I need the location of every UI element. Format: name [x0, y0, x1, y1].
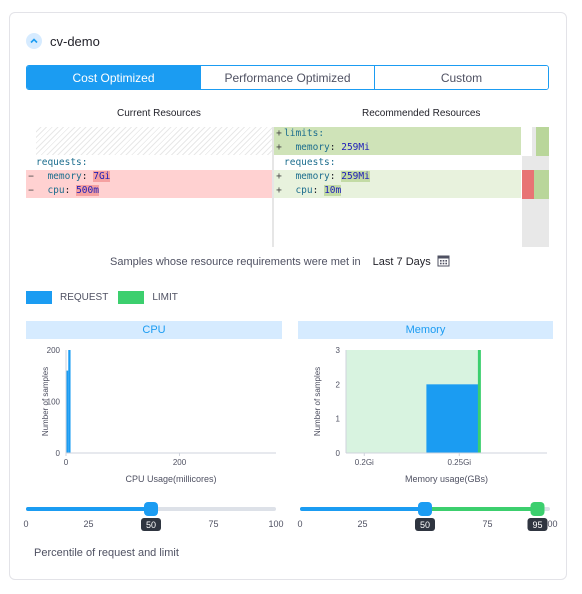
recommended-resources-title: Recommended Resources — [362, 108, 481, 119]
diff-line-added: + limits: — [274, 127, 521, 141]
memory-histogram: 0 1 2 3 0.2Gi 0.25Gi Memory usage(GBs) Number o… — [313, 346, 547, 484]
slider-tick-label: 0 — [23, 519, 28, 529]
x-tick-label: 0.25Gi — [448, 458, 472, 467]
samples-label: Samples whose resource requirements were… — [110, 256, 361, 268]
slider-tick-label: 100 — [268, 519, 283, 529]
current-resources-pane: requests: − memory: 7Gi − cpu: 500m — [26, 127, 272, 247]
slider-handle-request — [418, 502, 432, 516]
slider-value-label: 50 — [420, 520, 430, 530]
diff-line-added: + memory: 259Mi — [274, 141, 521, 155]
legend-label: LIMIT — [152, 292, 178, 303]
tab-cost-optimized[interactable]: Cost Optimized — [27, 66, 201, 89]
x-tick-label: 0.2Gi — [355, 458, 374, 467]
current-resources-title: Current Resources — [117, 108, 201, 119]
diff-line-removed: − memory: 7Gi — [26, 170, 272, 184]
diff-line: requests: — [36, 157, 88, 168]
y-tick-label: 2 — [336, 380, 341, 389]
x-axis-label: Memory usage(GBs) — [405, 474, 488, 484]
y-axis-label: Number of samples — [313, 367, 322, 436]
recommended-resources-pane: + limits: + memory: 259Mi requests: + mem… — [274, 127, 521, 247]
x-tick-label: 0 — [64, 458, 69, 467]
slider-value-label: 95 — [532, 520, 542, 530]
chevron-up-icon[interactable] — [26, 33, 42, 49]
slider-tick-label: 0 — [297, 519, 302, 529]
histogram-bar — [68, 350, 71, 453]
y-axis-label: Number of samples — [41, 367, 50, 436]
diff-line-added: + memory: 259Mi — [274, 170, 521, 184]
chart-legend: REQUEST LIMIT — [26, 291, 188, 304]
period-selector[interactable]: Last 7 Days — [372, 256, 431, 268]
optimization-tabs: Cost Optimized Performance Optimized Cus… — [26, 65, 549, 90]
memory-chart-title: Memory — [298, 321, 553, 339]
x-axis-label: CPU Usage(millicores) — [125, 474, 216, 484]
slider-tick-label: 75 — [482, 519, 492, 529]
memory-percentile-slider[interactable]: 02550751005095 — [294, 498, 564, 534]
slider-tick-label: 75 — [208, 519, 218, 529]
slider-tick-label: 25 — [83, 519, 93, 529]
slider-fill-request — [26, 507, 151, 511]
recommendation-card — [9, 12, 567, 580]
diff-line: requests: — [284, 157, 336, 168]
y-tick-label: 100 — [47, 398, 61, 407]
legend-swatch — [118, 291, 145, 304]
resource-diff-viewer: requests: − memory: 7Gi − cpu: 500m + lim… — [26, 127, 549, 247]
legend-swatch — [26, 291, 52, 304]
slider-handle-limit — [530, 502, 545, 516]
cpu-percentile-slider[interactable]: 025507510050 — [20, 498, 284, 534]
diff-overview-ruler[interactable] — [522, 127, 549, 247]
histogram-bar — [426, 384, 480, 453]
histogram-bar — [66, 370, 69, 453]
diff-line-removed: − cpu: 500m — [26, 184, 272, 198]
slider-fill-limit — [425, 507, 538, 511]
y-tick-label: 0 — [56, 449, 61, 458]
y-tick-label: 3 — [336, 346, 341, 355]
calendar-icon[interactable] — [437, 254, 450, 270]
y-tick-label: 0 — [336, 449, 341, 458]
slider-tick-label: 25 — [357, 519, 367, 529]
slider-tick-label: 100 — [542, 519, 557, 529]
tab-performance-optimized[interactable]: Performance Optimized — [201, 66, 375, 89]
samples-period-row: Samples whose resource requirements were… — [110, 254, 450, 270]
percentile-caption: Percentile of request and limit — [34, 547, 179, 559]
x-tick-label: 200 — [173, 458, 187, 467]
slider-fill-request — [300, 507, 425, 511]
legend-label: REQUEST — [60, 292, 109, 303]
y-tick-label: 1 — [336, 415, 341, 424]
section-title: cv-demo — [50, 33, 100, 49]
slider-value-badge — [415, 518, 435, 531]
legend-limit: LIMIT — [118, 291, 178, 304]
diff-placeholder — [36, 127, 272, 155]
cpu-histogram: 0 100 200 0 200 CPU Usage(millicores) Number o… — [41, 346, 276, 484]
limit-line — [477, 350, 481, 453]
slider-handle-request — [144, 502, 158, 516]
diff-line-added: + cpu: 10m — [274, 184, 521, 198]
cpu-chart-title: CPU — [26, 321, 282, 339]
diff-divider[interactable] — [272, 127, 274, 247]
tab-custom[interactable]: Custom — [375, 66, 548, 89]
slider-value-badge — [141, 518, 161, 531]
slider-value-badge — [527, 518, 548, 531]
slider-value-label: 50 — [146, 520, 156, 530]
legend-request: REQUEST — [26, 291, 108, 304]
section-header[interactable]: cv-demo — [26, 33, 100, 49]
y-tick-label: 200 — [47, 346, 61, 355]
